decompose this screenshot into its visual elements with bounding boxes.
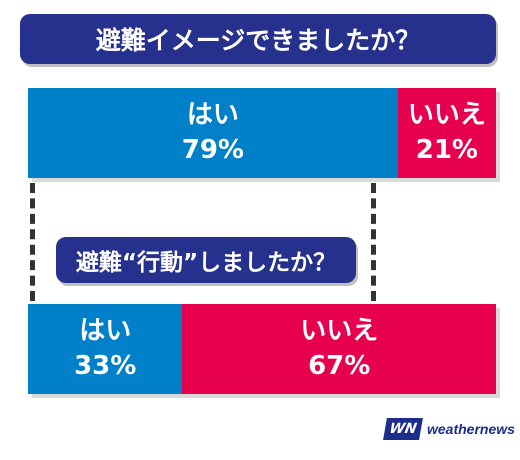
chart2-title: 避難“行動”しましたか？	[56, 237, 356, 283]
chart2-value-no: 67%	[308, 351, 371, 381]
chart2-bar-no: いいえ 67%	[182, 304, 496, 394]
chart1-bar: はい 79% いいえ 21%	[28, 88, 496, 178]
chart2-bar-yes: はい 33%	[28, 304, 183, 394]
chart1-value-no: 21%	[415, 135, 478, 165]
chart1-label-no: いいえ	[407, 99, 486, 130]
chart1-label-yes: はい	[186, 99, 239, 130]
chart2-label-yes: はい	[79, 315, 132, 346]
connector-dash-right	[371, 183, 376, 301]
chart1-bar-no: いいえ 21%	[397, 88, 496, 178]
chart1-title: 避難イメージできましたか？	[20, 14, 496, 64]
chart2-value-yes: 33%	[74, 351, 137, 381]
weathernews-logo-text: weathernews	[427, 421, 515, 437]
chart1-bar-yes: はい 79%	[28, 88, 398, 178]
weathernews-logo: WN weathernews	[383, 418, 515, 440]
connector-dash-left	[30, 183, 35, 301]
chart1-value-yes: 79%	[181, 135, 244, 165]
chart2-bar: はい 33% いいえ 67%	[28, 304, 496, 394]
chart2-label-no: いいえ	[300, 315, 379, 346]
weathernews-logo-icon: WN	[383, 418, 423, 440]
